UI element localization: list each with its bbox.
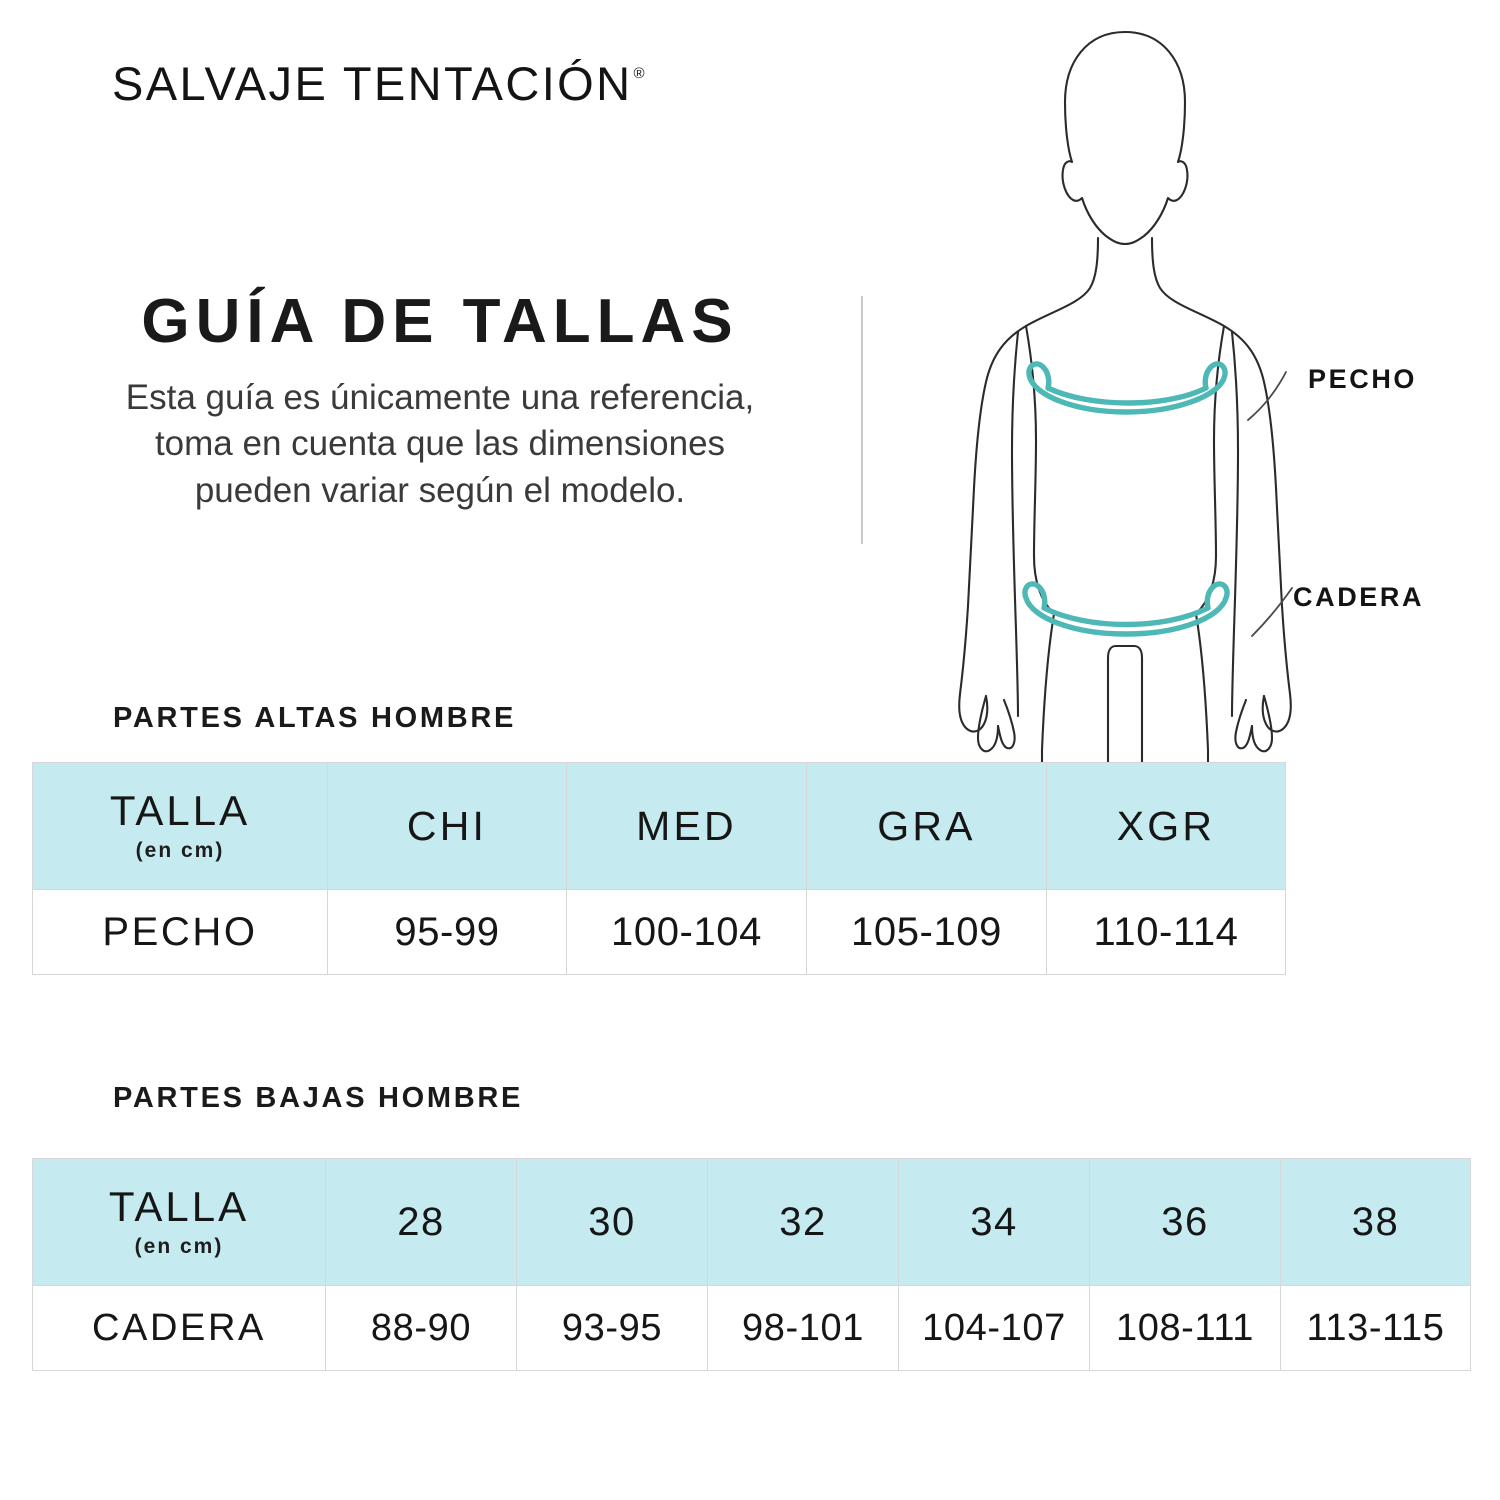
header-talla-sublabel: (en cm) — [135, 838, 225, 862]
row-label-cell: CADERA — [32, 1285, 326, 1371]
measurement-cell: 93-95 — [516, 1285, 708, 1371]
header-talla-label: TALLA — [108, 1182, 250, 1230]
header-cell-size: CHI — [327, 762, 567, 890]
measurement-name: CADERA — [92, 1306, 266, 1349]
header-cell-size: 28 — [325, 1158, 517, 1286]
measurement-value: 95-99 — [394, 909, 500, 954]
header-talla-label: TALLA — [109, 786, 251, 834]
callout-label-cadera: CADERA — [1293, 582, 1425, 612]
table-header-row: TALLA (en cm) CHI MED GRA XGR — [32, 762, 1286, 890]
header-cell-size: 38 — [1280, 1158, 1471, 1286]
table-header-row: TALLA (en cm) 28 30 32 34 36 38 — [32, 1158, 1471, 1286]
header-cell-talla: TALLA (en cm) — [32, 1158, 326, 1286]
size-label: GRA — [877, 802, 976, 849]
brand-name: SALVAJE TENTACIÓN — [112, 57, 633, 110]
heading-block: GUÍA DE TALLAS Esta guía es únicamente u… — [60, 290, 820, 514]
size-label: 28 — [397, 1199, 445, 1244]
measurement-value: 105-109 — [851, 909, 1002, 954]
table-row: CADERA 88-90 93-95 98-101 104-107 108-11… — [32, 1285, 1471, 1371]
size-label: 36 — [1161, 1199, 1209, 1244]
measurement-cell: 100-104 — [566, 889, 807, 975]
header-talla-sublabel: (en cm) — [134, 1234, 224, 1258]
brand-logo: SALVAJE TENTACIÓN® — [112, 56, 645, 111]
size-label: 30 — [588, 1199, 636, 1244]
header-cell-size: MED — [566, 762, 807, 890]
measurement-value: 104-107 — [922, 1306, 1066, 1349]
header-cell-size: 36 — [1089, 1158, 1281, 1286]
header-cell-size: XGR — [1046, 762, 1286, 890]
measurement-value: 98-101 — [742, 1306, 864, 1349]
size-label: MED — [636, 802, 737, 849]
section-caption-partes-bajas: PARTES BAJAS HOMBRE — [113, 1082, 524, 1114]
measurement-cell: 108-111 — [1089, 1285, 1281, 1371]
header-cell-talla: TALLA (en cm) — [32, 762, 328, 890]
vertical-divider — [861, 296, 863, 544]
size-table-partes-altas-hombre: TALLA (en cm) CHI MED GRA XGR PECHO 95-9… — [32, 762, 1286, 975]
size-label: XGR — [1116, 802, 1216, 849]
table-row: PECHO 95-99 100-104 105-109 110-114 — [32, 889, 1286, 975]
size-label: 38 — [1351, 1199, 1400, 1244]
header-cell-size: GRA — [806, 762, 1047, 890]
row-label-cell: PECHO — [32, 889, 328, 975]
measurement-cell: 104-107 — [898, 1285, 1090, 1371]
leader-line-pecho — [1247, 371, 1287, 421]
header-cell-size: 32 — [707, 1158, 899, 1286]
measurement-cell: 110-114 — [1046, 889, 1286, 975]
size-table-partes-bajas-hombre: TALLA (en cm) 28 30 32 34 36 38 CADERA 8… — [32, 1158, 1471, 1371]
measurement-cell: 98-101 — [707, 1285, 899, 1371]
measurement-value: 88-90 — [370, 1306, 472, 1349]
measurement-cell: 88-90 — [325, 1285, 517, 1371]
size-label: CHI — [406, 802, 488, 849]
measurement-cell: 95-99 — [327, 889, 567, 975]
measurement-value: 110-114 — [1093, 909, 1239, 954]
body-figure-illustration — [930, 10, 1320, 770]
size-label: 32 — [779, 1199, 827, 1244]
measurement-value: 113-115 — [1306, 1306, 1445, 1349]
header-cell-size: 30 — [516, 1158, 708, 1286]
measurement-cell: 105-109 — [806, 889, 1047, 975]
callout-label-pecho: PECHO — [1308, 364, 1418, 394]
header-cell-size: 34 — [898, 1158, 1090, 1286]
measurement-value: 100-104 — [611, 909, 762, 954]
registered-trademark-icon: ® — [633, 65, 645, 82]
measurement-cell: 113-115 — [1280, 1285, 1471, 1371]
section-caption-partes-altas: PARTES ALTAS HOMBRE — [113, 702, 517, 734]
page-description: Esta guía es únicamente una referencia, … — [125, 378, 755, 510]
measurement-value: 108-111 — [1115, 1306, 1255, 1349]
measurement-name: PECHO — [102, 909, 258, 954]
measurement-value: 93-95 — [561, 1306, 663, 1349]
leader-line-cadera — [1251, 587, 1293, 637]
size-label: 34 — [970, 1199, 1018, 1244]
page-title: GUÍA DE TALLAS — [141, 287, 739, 356]
